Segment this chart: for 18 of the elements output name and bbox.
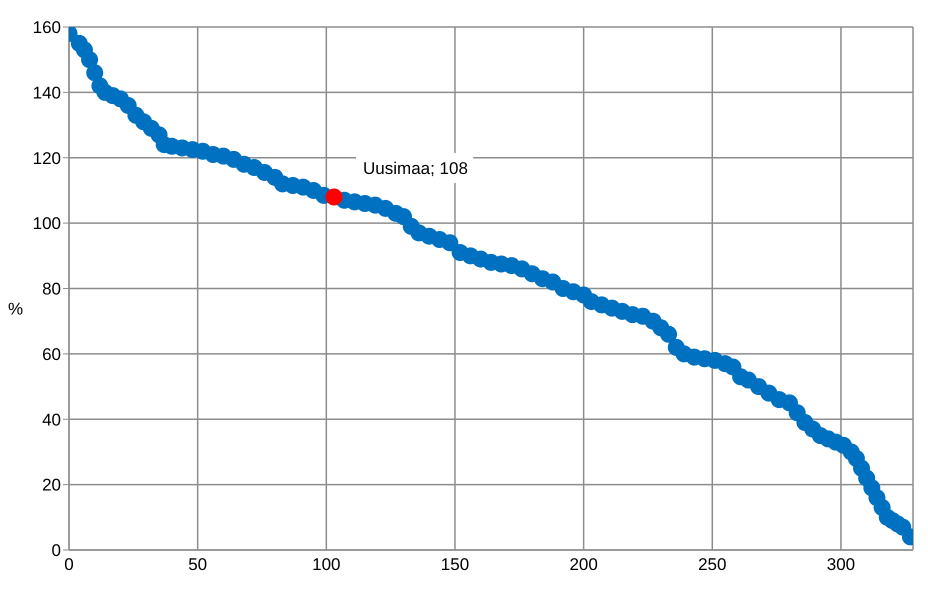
y-tick-label: 120 <box>32 148 61 168</box>
y-tick-label: 20 <box>42 476 61 495</box>
x-tick-label: 250 <box>698 555 726 574</box>
y-tick-label: 60 <box>42 344 61 364</box>
x-tick-label: 300 <box>826 555 856 574</box>
y-axis-title: % <box>8 300 24 319</box>
annotation: Uusimaa; 108 <box>363 158 468 178</box>
x-tick-label: 200 <box>569 555 598 574</box>
y-tick-label: 80 <box>42 280 61 299</box>
y-tick-label: 160 <box>32 18 61 38</box>
x-tick-label: 100 <box>312 555 341 574</box>
x-tick-label: 50 <box>188 555 208 574</box>
y-tick-label: 0 <box>52 541 61 560</box>
x-tick-label: 150 <box>440 555 470 574</box>
y-tick-label: 40 <box>42 410 61 430</box>
y-tick-label: 140 <box>32 83 61 102</box>
y-tick-label: 100 <box>32 214 61 234</box>
x-tick-label: 0 <box>64 555 74 574</box>
